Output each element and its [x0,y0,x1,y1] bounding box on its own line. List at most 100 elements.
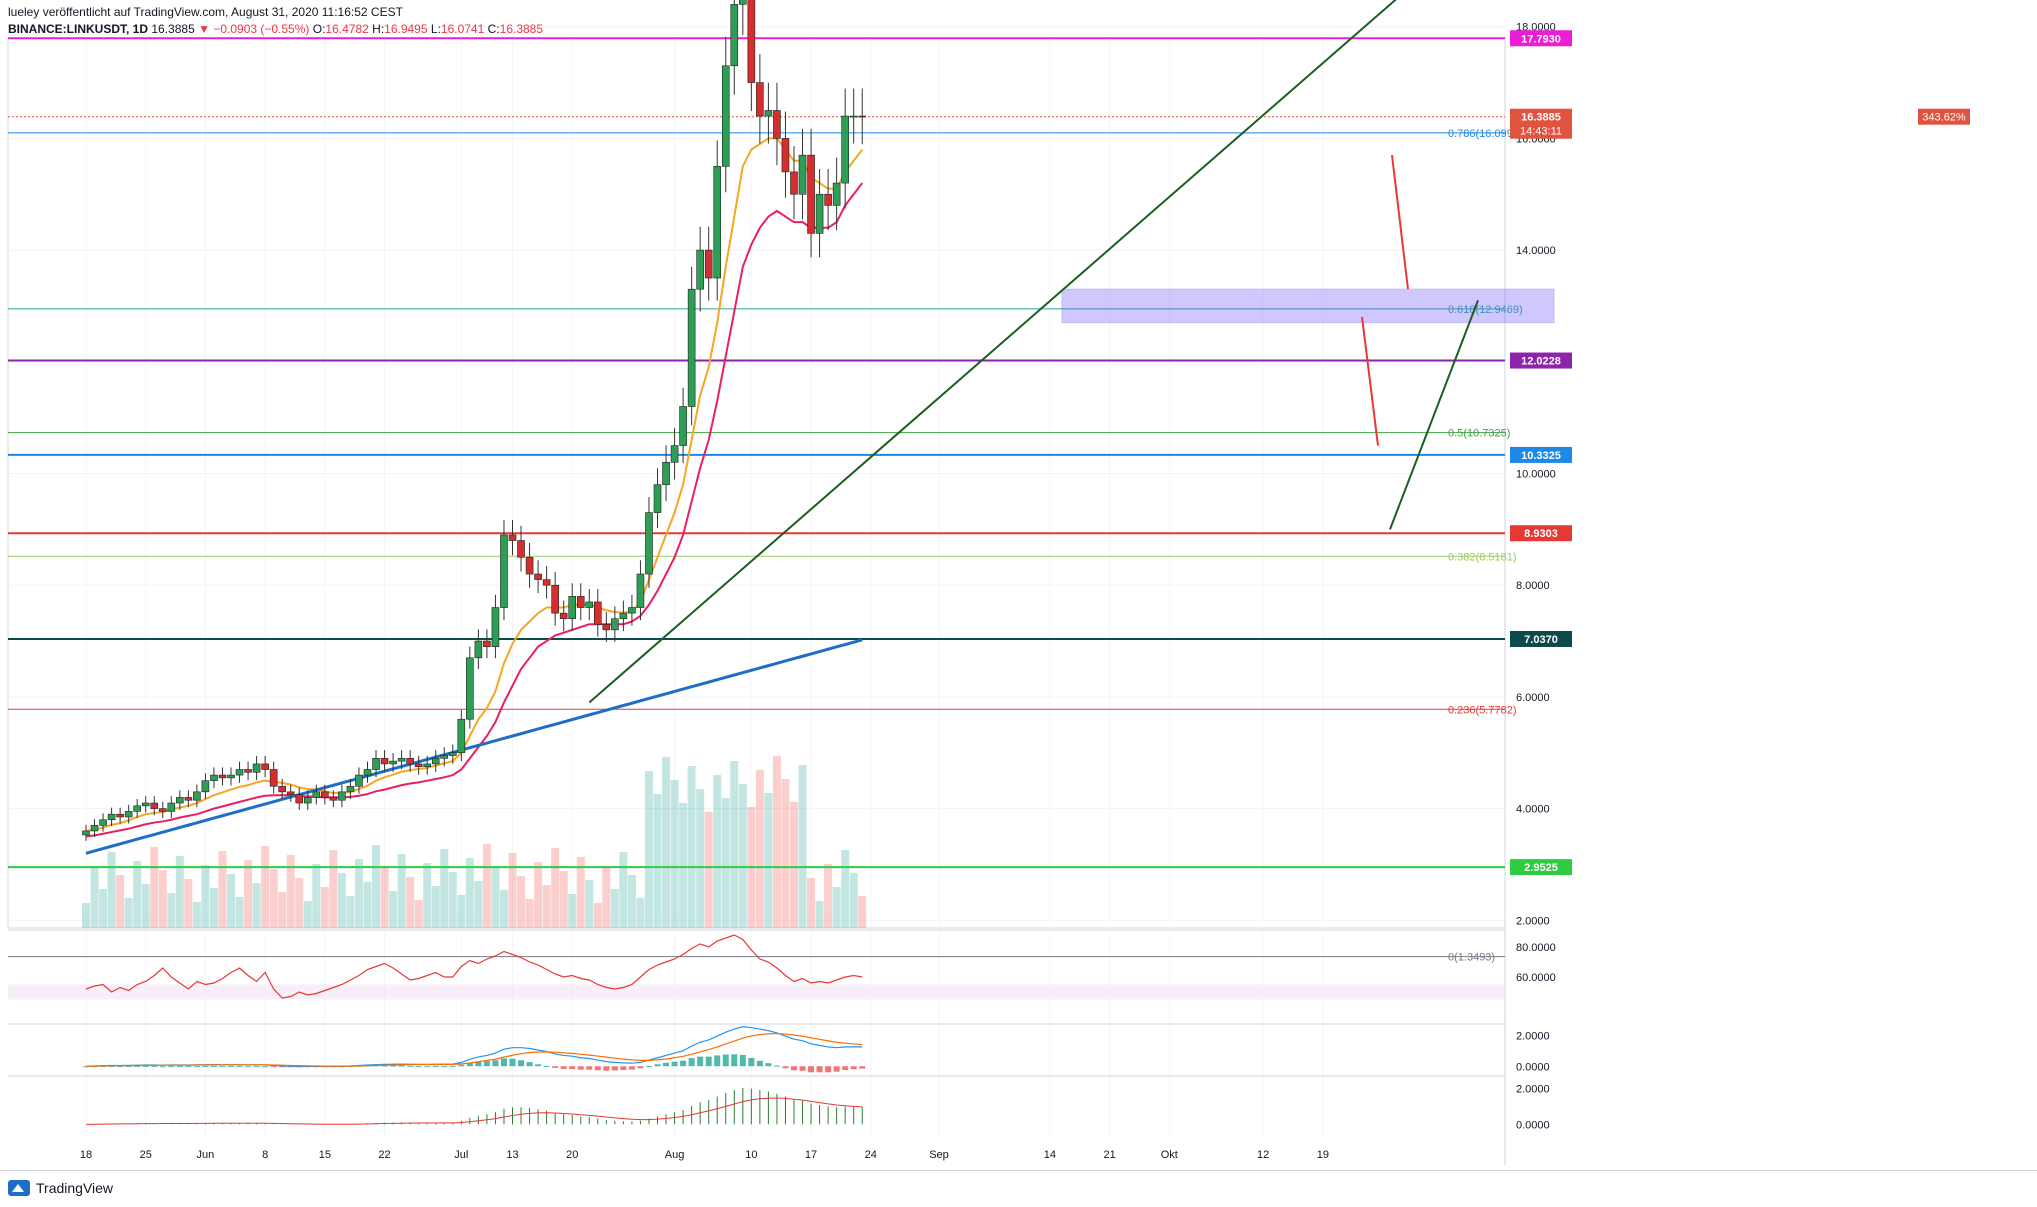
volume-bar [841,850,850,928]
symbol-name[interactable]: BINANCE:LINKUSDT, 1D [8,22,149,36]
candle-body [431,758,440,765]
macd-histogram-bar [850,1066,857,1070]
candle-body [99,819,107,826]
volume-bar [158,870,167,928]
candle-body [542,579,551,586]
volume-bar [679,803,688,928]
volume-bar [593,903,602,928]
support-zone [1061,288,1555,324]
volume-bar [704,812,713,928]
candle-body [184,797,193,801]
candle-body [278,785,286,793]
ma-fast-line [85,137,864,832]
volume-bar [218,851,227,928]
trendline [588,0,1397,704]
macd-histogram-bar [432,1065,439,1067]
macd-histogram-bar [697,1056,704,1067]
macd-histogram-bar [415,1066,422,1068]
candle-body [773,110,781,139]
macd-histogram-bar [518,1060,525,1067]
macd-histogram-bar [483,1061,490,1067]
price-line-badge [1510,446,1572,463]
macd-histogram-bar [782,1066,789,1069]
macd-histogram-bar [833,1066,840,1072]
macd-histogram-bar [262,1066,269,1068]
candle-body [739,0,747,5]
candle-body [116,813,124,818]
candle-body [346,785,355,793]
volume-bar [235,897,244,928]
volume-bar [755,770,764,928]
candle-body [807,154,815,234]
candle-body [150,802,159,809]
candle-body [645,512,653,575]
macd-histogram-bar [671,1061,678,1067]
volume-bar [363,882,372,928]
volume-bar [721,798,730,928]
volume-bar [397,854,406,928]
macd-histogram-bar [117,1066,124,1068]
candle-body [176,797,184,804]
candle-body [747,0,756,83]
x-tick-label: Aug [665,1149,685,1161]
bearish-arrow [1391,155,1409,290]
volume-bar [670,780,679,928]
x-tick-label: 13 [506,1149,518,1161]
candle-body [662,462,670,485]
candle-body [500,534,508,608]
macd-signal-line [85,1032,863,1067]
candle-body [158,808,167,812]
volume-bar [636,898,645,928]
macd-histogram-bar [611,1066,618,1071]
volume-bar [184,879,193,928]
volume-bar [141,884,150,928]
macd-histogram-bar [739,1054,746,1067]
macd-histogram-bar [424,1066,431,1068]
volume-bar [295,878,304,928]
volume-bar [534,862,543,928]
price-line-badge [1510,525,1572,542]
volume-bar [320,887,329,928]
tradingview-logo[interactable]: TradingView [8,1180,113,1196]
osc-tick-label: 2.0000 [1516,1084,1550,1096]
y-tick-label: 14.0000 [1516,245,1556,257]
macd-histogram-bar [83,1066,89,1068]
volume-bar [337,873,346,928]
volume-bar [491,867,500,928]
candle-body [295,794,304,804]
macd-histogram-bar [407,1065,414,1067]
candle-body [619,612,628,620]
ma-200-line [85,638,863,855]
rsi-tick-label: 60.0000 [1516,972,1556,984]
candle-body [167,802,176,812]
volume-bar [82,903,90,928]
y-tick-label: 8.0000 [1516,580,1550,592]
x-tick-label: 17 [805,1149,817,1161]
macd-histogram-bar [799,1066,806,1071]
volume-bar [517,876,526,928]
volume-bar [201,865,210,928]
price-line-label: 8.9303 [1524,528,1558,540]
x-tick-label: 19 [1317,1149,1329,1161]
x-tick-label: 15 [319,1149,331,1161]
volume-bar [167,893,176,928]
low-value: 16.0741 [440,22,485,36]
price-chart[interactable]: 2.00004.00006.00008.000010.000012.000014… [0,0,2037,1170]
macd-histogram-bar [825,1066,832,1073]
candle-body [380,758,389,765]
fib-level-label: 0.786(16.0997) [1448,128,1523,140]
macd-histogram-bar [236,1066,243,1068]
volume-bar [261,846,270,928]
volume-bar [329,850,338,928]
volume-bar [482,844,491,928]
candle-body [124,811,133,818]
rsi-tick-label: 80.0000 [1516,942,1556,954]
macd-histogram-bar [151,1065,158,1067]
osc-signal-line [85,1097,863,1125]
macd-histogram-bar [731,1054,738,1067]
volume-bar [124,898,133,928]
candle-body [261,763,269,770]
volume-bar [815,901,824,928]
y-tick-label: 4.0000 [1516,804,1550,816]
candle-body [235,769,244,776]
